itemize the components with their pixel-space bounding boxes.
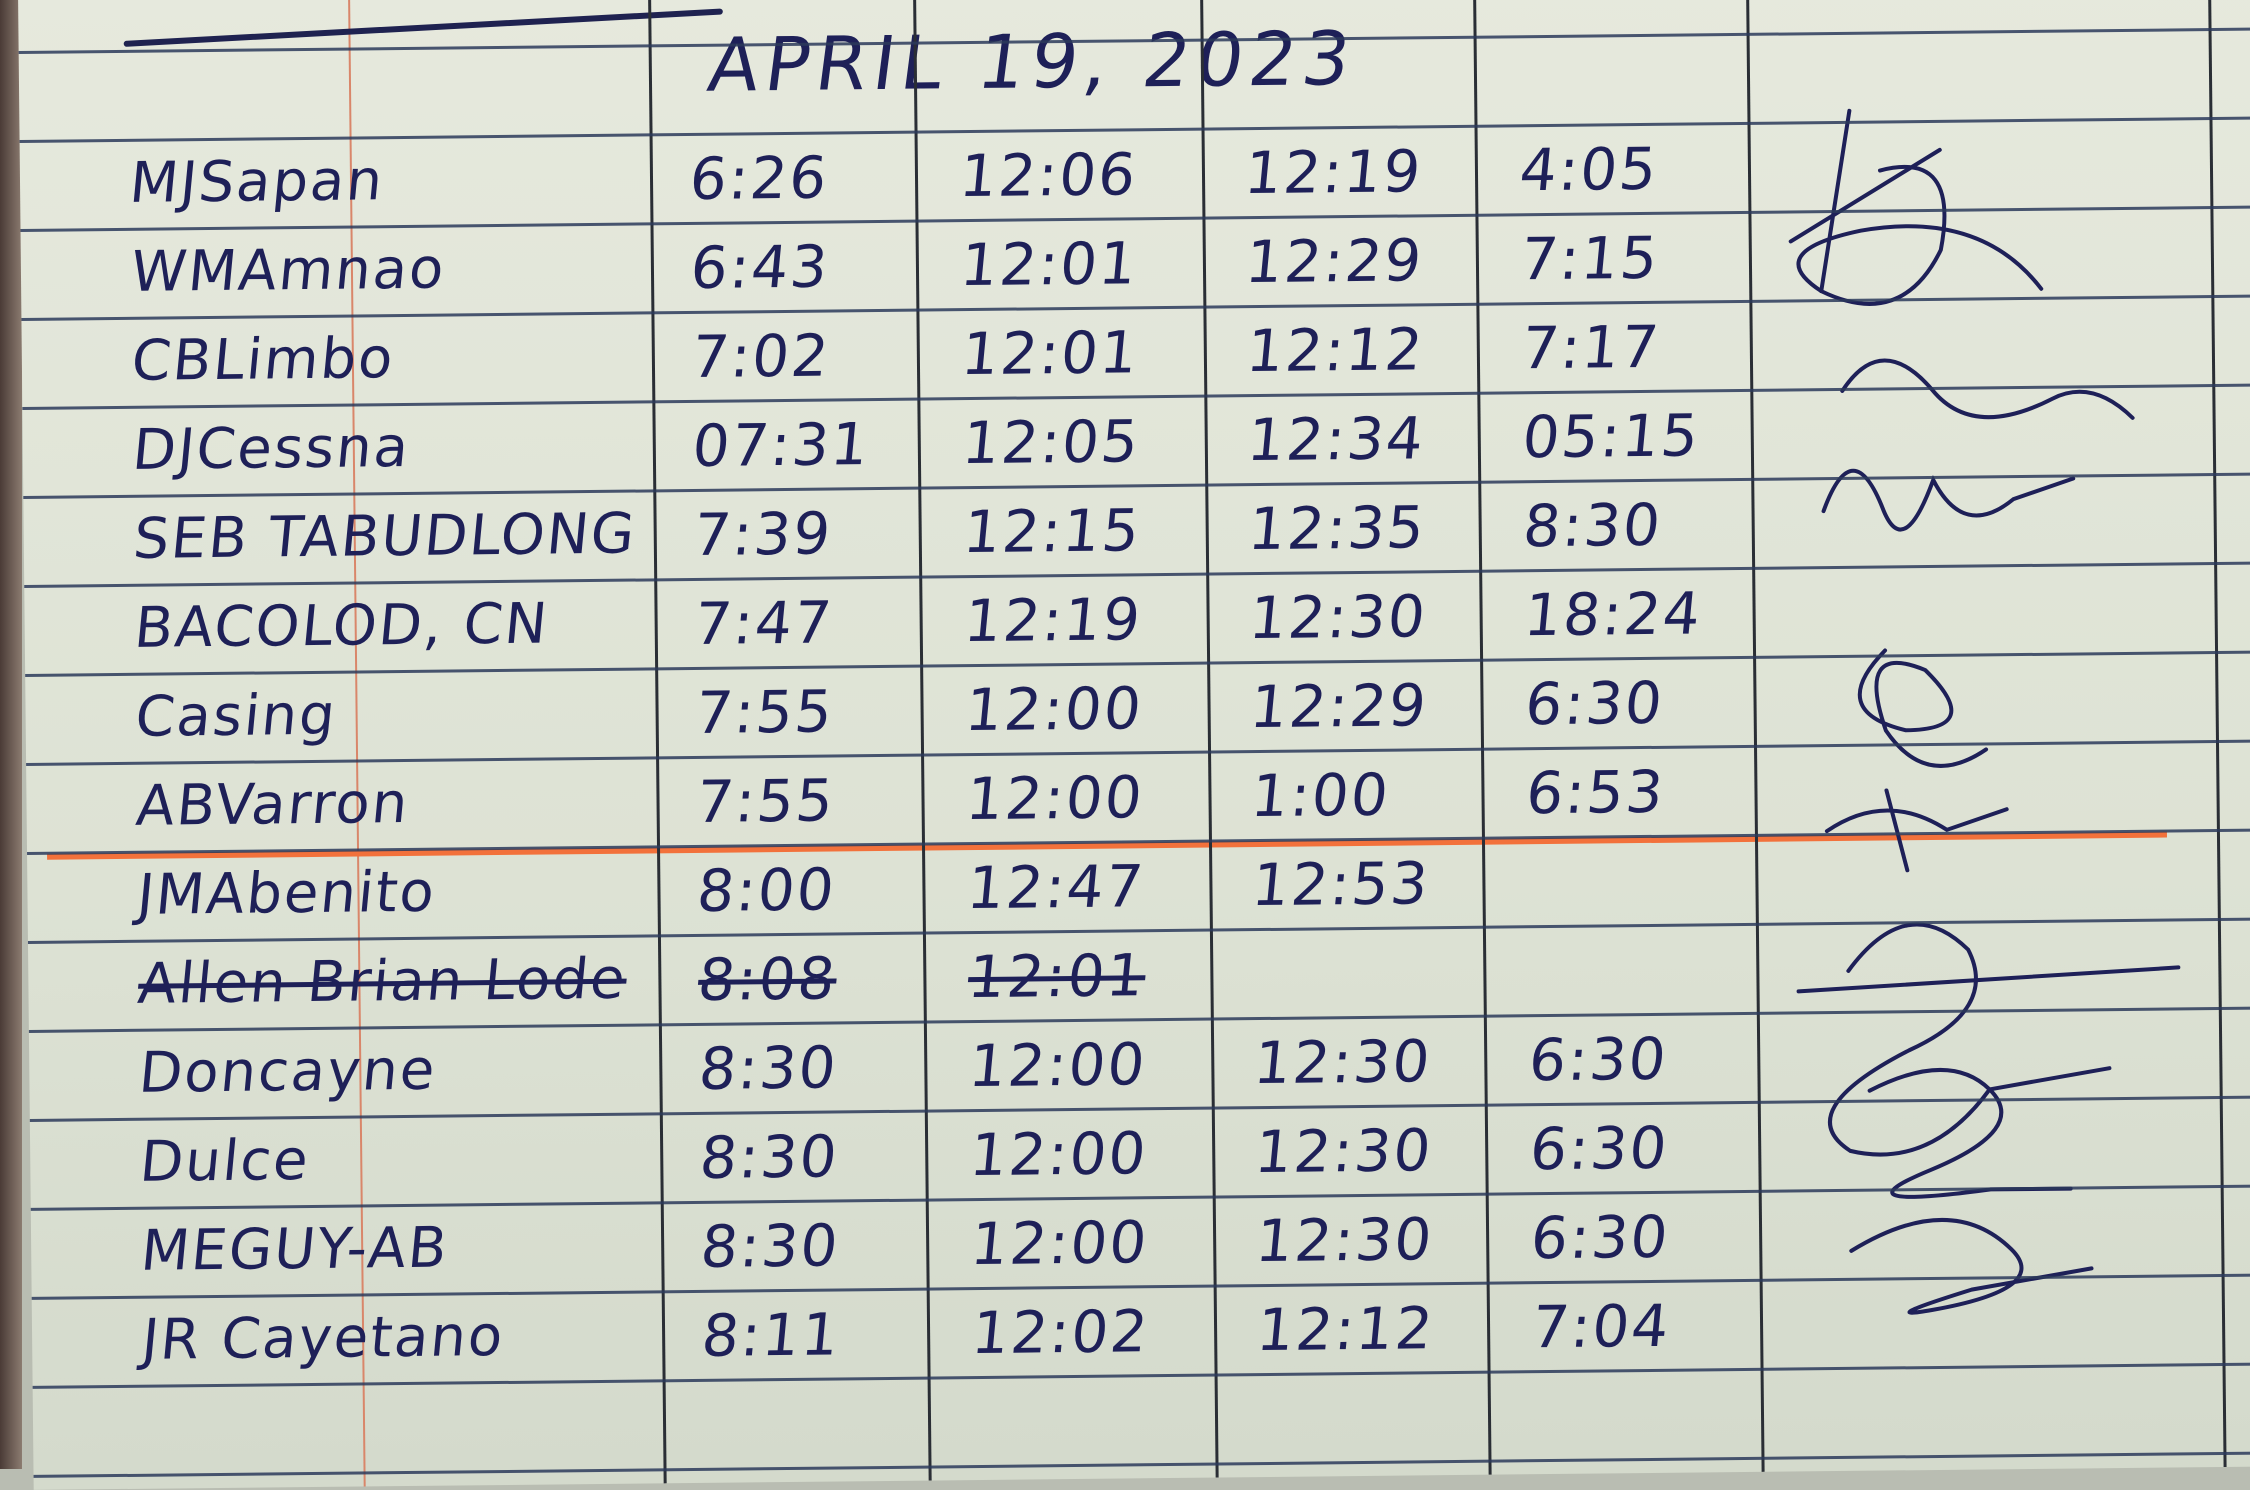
logbook-page: APRIL 19, 2023 MJSapan 6:26 12:06 12:19 4:05… [18, 0, 2250, 1490]
time-in-pm: 12:12 [1253, 1294, 1438, 1365]
time-out-pm: 7:17 [1518, 312, 1664, 383]
time-in-am: 7:47 [691, 588, 837, 658]
time-in-am: 8:30 [697, 1122, 842, 1192]
signature [1796, 788, 2181, 994]
time-out-am: 12:00 [962, 674, 1146, 745]
employee-name: SEB TABUDLONG [130, 501, 640, 572]
time-in-pm: 12:30 [1252, 1116, 1436, 1187]
time-in-am: 7:55 [693, 766, 838, 836]
time-in-am: 7:39 [690, 499, 836, 569]
employee-name: MJSapan [126, 148, 388, 216]
employee-name: Allen Brian Lode [135, 946, 630, 1017]
time-out-pm: 7:15 [1517, 223, 1663, 294]
employee-name: DJCessna [129, 414, 414, 483]
time-in-am: 7:02 [688, 321, 834, 391]
time-in-pm: 12:35 [1245, 493, 1430, 564]
date-header: APRIL 19, 2023 [703, 15, 1362, 109]
signature [1788, 108, 2044, 306]
signature [1857, 648, 1989, 768]
employee-name: Doncayne [136, 1037, 440, 1106]
column-rule [1199, 0, 1219, 1478]
time-in-am: 6:43 [687, 232, 833, 303]
header-stroke [123, 8, 723, 47]
employee-name: BACOLOD, CN [131, 591, 552, 661]
time-out-am: 12:06 [956, 140, 1141, 211]
time-out-am: 12:00 [967, 1119, 1151, 1190]
time-out-pm: 8:30 [1520, 490, 1666, 561]
time-in-pm: 12:30 [1252, 1205, 1437, 1276]
time-out-pm: 6:30 [1527, 1202, 1673, 1273]
employee-name: Dulce [137, 1127, 313, 1195]
time-in-am: 6:26 [686, 143, 832, 214]
time-in-pm: 12:34 [1244, 404, 1429, 475]
time-out-am: 12:01 [965, 941, 1149, 1012]
signature [1840, 358, 2135, 420]
time-in-am: 8:11 [698, 1300, 844, 1370]
time-out-am: 12:47 [964, 852, 1148, 923]
notebook-binding [0, 0, 22, 1469]
employee-name: Casing [132, 682, 340, 750]
time-in-am: 8:00 [694, 855, 839, 925]
time-in-pm: 12:29 [1247, 671, 1431, 742]
time-in-pm: 12:19 [1241, 137, 1426, 208]
column-rule [1472, 0, 1492, 1475]
signature [1867, 1067, 2073, 1199]
time-out-pm: 6:53 [1523, 757, 1668, 828]
employee-name: JR Cayetano [139, 1303, 508, 1373]
time-out-pm: 6:30 [1527, 1113, 1672, 1184]
time-in-pm: 12:30 [1251, 1027, 1435, 1098]
employee-name: CBLimbo [128, 326, 398, 394]
time-out-am: 12:01 [957, 229, 1142, 300]
time-in-am: 7:55 [692, 677, 838, 747]
employee-name: WMAmnao [127, 236, 449, 305]
time-out-am: 12:00 [967, 1208, 1152, 1279]
time-out-pm: 18:24 [1521, 579, 1705, 650]
signature [1821, 468, 2076, 532]
time-out-pm: 6:30 [1526, 1024, 1671, 1095]
time-out-am: 12:01 [958, 318, 1143, 389]
employee-name: JMAbenito [134, 859, 439, 928]
time-in-pm: 12:30 [1246, 582, 1431, 653]
time-in-am: 07:31 [689, 410, 874, 480]
row-rule [33, 1451, 2250, 1478]
time-in-am: 8:30 [697, 1211, 843, 1281]
time-out-am: 12:05 [959, 407, 1144, 478]
time-out-pm: 7:04 [1528, 1291, 1674, 1362]
time-in-pm: 12:29 [1242, 226, 1427, 297]
time-in-am: 8:08 [695, 944, 840, 1014]
signature [1849, 1217, 2094, 1315]
time-out-am: 12:15 [960, 496, 1145, 567]
time-out-pm: 6:30 [1522, 668, 1668, 739]
time-in-pm: 12:12 [1243, 315, 1428, 386]
time-in-pm: 1:00 [1248, 760, 1393, 831]
time-in-am: 8:30 [696, 1033, 841, 1103]
time-out-am: 12:02 [968, 1297, 1153, 1368]
employee-name: ABVarron [133, 770, 413, 839]
time-out-am: 12:19 [961, 585, 1146, 656]
time-out-pm: 4:05 [1516, 134, 1662, 205]
time-in-pm: 12:53 [1249, 849, 1433, 920]
time-out-pm: 05:15 [1519, 401, 1704, 472]
time-out-am: 12:00 [963, 763, 1147, 834]
employee-name: MEGUY-AB [138, 1215, 452, 1284]
signature-column [1788, 108, 2181, 1315]
signature [1828, 922, 2112, 1157]
time-out-am: 12:00 [966, 1030, 1150, 1101]
